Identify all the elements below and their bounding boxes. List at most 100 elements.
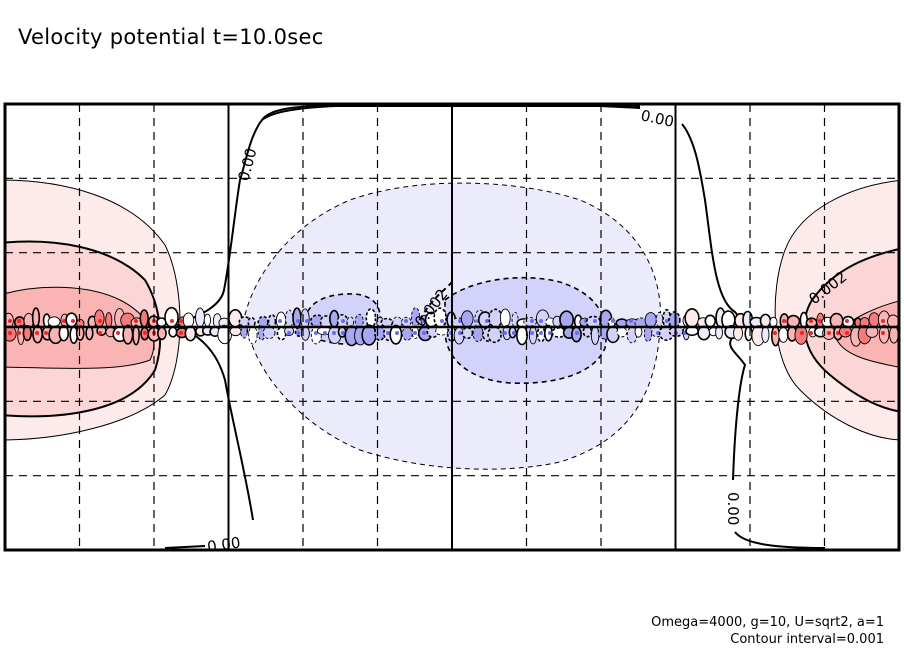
eddy-contour <box>523 317 537 327</box>
eddy-contour <box>499 308 511 328</box>
eddy-core <box>539 331 543 335</box>
eddy-contour <box>346 316 355 328</box>
eddy-core <box>341 319 345 323</box>
eddy-core <box>845 319 849 323</box>
eddy-core <box>548 331 552 335</box>
eddy-contour <box>516 325 528 346</box>
eddy-contour <box>31 307 41 328</box>
eddy-contour <box>292 307 302 329</box>
eddy-contour <box>715 325 723 340</box>
eddy-core <box>116 331 120 335</box>
eddy-core <box>836 331 840 335</box>
eddy-contour <box>759 313 772 328</box>
eddy-contour <box>168 326 178 338</box>
eddy-core <box>98 331 102 335</box>
eddy-core <box>611 319 615 323</box>
eddy-contour <box>228 309 243 328</box>
eddy-contour <box>184 325 197 342</box>
eddy-core <box>485 319 489 323</box>
eddy-contour <box>655 311 664 329</box>
eddy-core <box>440 319 444 323</box>
eddy-core <box>530 331 534 335</box>
plot-info: Omega=4000, g=10, U=sqrt2, a=1 Contour i… <box>651 614 884 648</box>
eddy-core <box>809 331 813 335</box>
eddy-contour <box>248 325 258 345</box>
grid-lines <box>5 104 899 550</box>
eddy-core <box>143 331 147 335</box>
eddy-core <box>62 319 66 323</box>
eddy-contour <box>668 311 681 329</box>
eddy-core <box>458 331 462 335</box>
eddy-contour <box>487 326 502 344</box>
eddy-contour <box>58 324 70 342</box>
eddy-core <box>278 319 282 323</box>
eddy-contour <box>461 326 474 340</box>
eddy-contour <box>182 312 195 329</box>
eddy-core <box>98 319 102 323</box>
eddy-core <box>881 319 885 323</box>
eddy-core <box>404 319 408 323</box>
eddy-contour <box>195 307 205 328</box>
eddy-core <box>296 331 300 335</box>
eddy-core <box>773 331 777 335</box>
eddy-core <box>512 331 516 335</box>
parameters-text: Omega=4000, g=10, U=sqrt2, a=1 <box>651 615 884 630</box>
eddy-contour <box>799 311 809 329</box>
eddy-core <box>71 319 75 323</box>
contour-label: 0.00 <box>724 492 742 525</box>
contour-label: 0.00 <box>234 146 260 183</box>
eddy-core <box>179 331 183 335</box>
eddy-core <box>413 331 417 335</box>
eddy-core <box>458 319 462 323</box>
eddy-contour <box>240 326 248 339</box>
eddy-core <box>593 319 597 323</box>
eddy-contour <box>889 325 899 344</box>
eddy-core <box>395 331 399 335</box>
eddy-core <box>44 331 48 335</box>
eddy-contour <box>786 314 801 328</box>
zero-contour-left-bottom <box>164 545 206 549</box>
eddy-core <box>341 331 345 335</box>
eddy-core <box>575 331 579 335</box>
eddy-contour <box>528 326 538 345</box>
eddy-core <box>8 319 12 323</box>
eddy-contour <box>139 309 149 328</box>
eddy-contour <box>389 324 403 345</box>
eddy-contour <box>704 314 717 328</box>
eddy-contour <box>868 312 880 328</box>
eddy-core <box>8 331 12 335</box>
eddy-contour <box>262 326 276 340</box>
eddy-core <box>503 331 507 335</box>
eddy-core <box>305 319 309 323</box>
eddy-contour <box>697 325 711 341</box>
eddy-core <box>422 331 426 335</box>
eddy-contour <box>644 312 657 328</box>
eddy-core <box>665 319 669 323</box>
zero-contour-right-bottom <box>734 531 826 549</box>
eddy-core <box>296 319 300 323</box>
eddy-contour <box>85 325 94 341</box>
eddy-core <box>179 319 183 323</box>
plot-frame <box>3 102 901 552</box>
eddy-core <box>629 319 633 323</box>
eddy-contour <box>267 313 277 330</box>
eddy-contour <box>559 310 575 330</box>
eddy-contour <box>460 310 474 328</box>
eddy-contour <box>164 306 179 328</box>
zero-contour-left <box>176 104 441 521</box>
eddy-contour <box>770 325 781 347</box>
contour-label: 0.00 <box>206 533 242 555</box>
negative-002-contour <box>419 281 453 321</box>
eddy-core <box>800 331 804 335</box>
eddy-core <box>881 331 885 335</box>
eddy-contour <box>590 325 600 345</box>
contour-interval-text: Contour interval=0.001 <box>730 632 884 647</box>
eddy-core <box>332 331 336 335</box>
eddy-core <box>386 331 390 335</box>
eddy-contour <box>401 326 413 341</box>
eddy-core <box>17 331 21 335</box>
eddy-core <box>782 319 786 323</box>
eddy-contour <box>354 313 364 329</box>
eddy-contour <box>684 308 700 328</box>
